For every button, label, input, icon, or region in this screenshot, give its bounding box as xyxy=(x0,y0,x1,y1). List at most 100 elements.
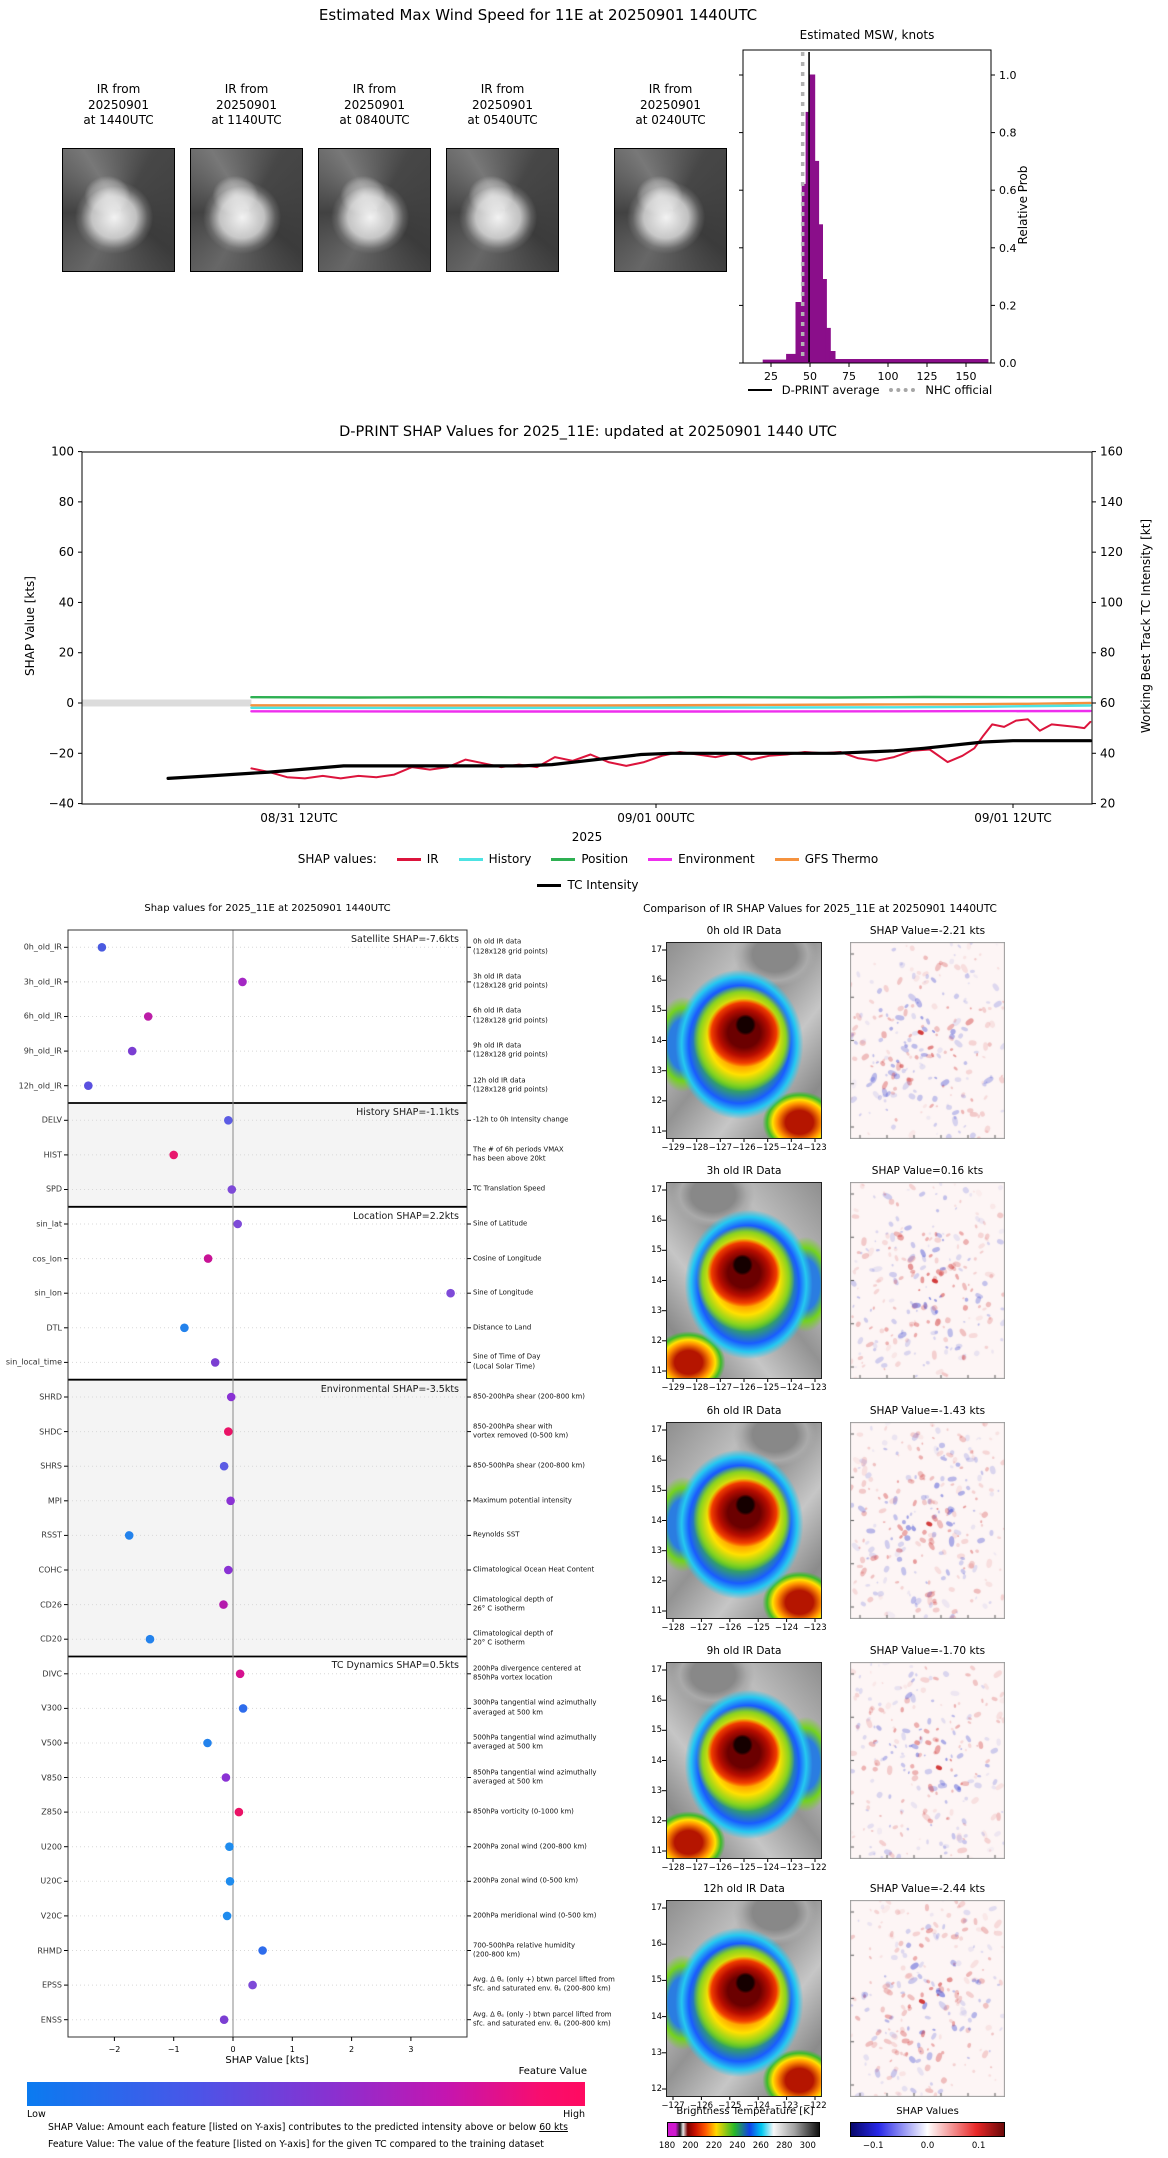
map-xtick-label: −125 xyxy=(755,1143,780,1153)
page-title: Estimated Max Wind Speed for 11E at 2025… xyxy=(318,6,758,24)
legend-item-gfs-thermo: GFS Thermo xyxy=(774,852,878,866)
feature-row-description: Climatological depth of 26° C isotherm xyxy=(473,1595,553,1613)
map-ytick-label: 16 xyxy=(651,1455,662,1466)
svg-text:−20: −20 xyxy=(49,746,74,760)
map-xtick-label: −125 xyxy=(732,1863,756,1873)
shap-values-colorbar xyxy=(850,2122,1005,2137)
map-ytick-label: 12 xyxy=(651,1815,662,1826)
map-ytick-label: 11 xyxy=(651,1846,662,1856)
svg-text:0.8: 0.8 xyxy=(999,127,1017,140)
map-ytick-label: 14 xyxy=(651,1515,662,1526)
ir-satellite-image xyxy=(614,148,727,272)
feature-row-description: 200hPa divergence centered at 850hPa vor… xyxy=(473,1664,582,1682)
shap-map-image xyxy=(850,1422,1005,1619)
feature-row-description: Climatological depth of 20° C isotherm xyxy=(473,1629,553,1648)
map-xtick-label: −126 xyxy=(718,1623,742,1633)
feature-row-label: SHDC xyxy=(39,1427,62,1437)
map-ytick-label: 14 xyxy=(651,1755,662,1766)
map-xtick-label: −123 xyxy=(779,1863,803,1873)
svg-text:2: 2 xyxy=(349,2045,354,2054)
svg-text:3: 3 xyxy=(408,2045,413,2054)
ir-data-title: 3h old IR Data xyxy=(706,1165,782,1177)
ir-satellite-image xyxy=(190,148,303,272)
feature-row-label: 9h_old_IR xyxy=(23,1046,62,1056)
feature-row-description: TC Translation Speed xyxy=(473,1184,546,1193)
footnote-shap-value: SHAP Value: Amount each feature [listed … xyxy=(48,2122,568,2133)
svg-text:25: 25 xyxy=(764,370,778,383)
map-ytick-label: 17 xyxy=(651,1903,662,1913)
ir-thumbnail-label: IR from 20250901 at 1440UTC xyxy=(83,82,154,128)
timeseries-title: D-PRINT SHAP Values for 2025_11E: update… xyxy=(339,424,837,440)
feature-section-header: TC Dynamics SHAP=0.5kts xyxy=(331,1660,459,1672)
map-ytick-label: 13 xyxy=(651,2047,662,2058)
ir-map-image xyxy=(666,1662,822,1859)
ir-thumbnail-label: IR from 20250901 at 0840UTC xyxy=(339,82,410,128)
map-ytick-label: 17 xyxy=(651,1425,662,1435)
gfs-thermo-line-swatch xyxy=(774,858,799,861)
legend-label: NHC official xyxy=(925,383,993,397)
ir-data-title: 12h old IR Data xyxy=(703,1883,785,1895)
shap-map-image xyxy=(850,1900,1005,2097)
map-xtick-label: −124 xyxy=(774,1623,799,1633)
feature-section-header: History SHAP=-1.1kts xyxy=(356,1106,459,1118)
map-xtick-label: −125 xyxy=(755,1383,780,1393)
map-ytick-label: 13 xyxy=(651,1065,662,1076)
map-ytick-label: 17 xyxy=(651,945,662,955)
nhc-official-line-swatch xyxy=(889,388,916,392)
svg-text:125: 125 xyxy=(917,370,938,383)
map-xtick-label: −124 xyxy=(746,2101,770,2111)
feature-row-label: DTL xyxy=(46,1323,62,1333)
legend-item-position: Position xyxy=(551,852,628,866)
bt-colorbar-tick: 240 xyxy=(729,2141,746,2151)
legend-label: D-PRINT average xyxy=(781,383,880,397)
feature-row-label: U20C xyxy=(40,1876,62,1886)
feature-row-label: V20C xyxy=(40,1911,62,1921)
map-xtick-label: −126 xyxy=(732,1143,756,1153)
shap-map-image xyxy=(850,942,1005,1139)
svg-text:0.6: 0.6 xyxy=(999,184,1017,197)
feature-row-description: Maximum potential intensity xyxy=(473,1496,572,1505)
feature-row-label: V300 xyxy=(41,1703,62,1713)
map-xtick-label: −127 xyxy=(708,1143,732,1153)
feature-row-description: 850-500hPa shear (200-800 km) xyxy=(473,1461,585,1470)
legend-prefix: SHAP values: xyxy=(297,852,377,866)
map-xtick-label: −127 xyxy=(689,1623,714,1633)
ir-data-title: 0h old IR Data xyxy=(706,925,782,937)
svg-text:−2: −2 xyxy=(109,2045,121,2054)
bt-colorbar-tick: 180 xyxy=(658,2141,676,2151)
feature-row-label: cos_lon xyxy=(32,1254,62,1264)
bt-colorbar-tick: 300 xyxy=(799,2141,816,2151)
position-line-swatch xyxy=(551,858,576,861)
map-ytick-label: 16 xyxy=(651,975,662,986)
map-ytick-label: 15 xyxy=(651,1725,662,1736)
map-xtick-label: −125 xyxy=(746,1623,770,1633)
map-xtick-label: −123 xyxy=(803,1623,827,1633)
feature-row-label: Z850 xyxy=(41,1807,62,1817)
feature-row-description: 300hPa tangential wind azimuthally avera… xyxy=(473,1699,597,1717)
shap-colorbar-tick: −0.1 xyxy=(862,2141,884,2151)
map-ytick-label: 15 xyxy=(651,1245,662,1256)
map-xtick-label: −127 xyxy=(684,1863,709,1873)
svg-text:75: 75 xyxy=(842,370,856,383)
feature-row-description: 700-500hPa relative humidity (200-800 km… xyxy=(473,1941,576,1959)
ir-map-image xyxy=(666,1900,822,2097)
timeseries-legend-row1: SHAP values: IR History Position Environ… xyxy=(84,852,1092,866)
ir-thumbnail-label: IR from 20250901 at 1140UTC xyxy=(211,82,282,128)
feature-row-label: MPI xyxy=(47,1496,62,1506)
comparison-title: Comparison of IR SHAP Values for 2025_11… xyxy=(643,903,997,915)
shap-value-title: SHAP Value=-1.43 kts xyxy=(869,1405,986,1417)
ir-thumbnail-4: IR from 20250901 at 0240UTC xyxy=(614,82,727,272)
feature-section-header: Satellite SHAP=-7.6kts xyxy=(350,934,459,945)
svg-text:0.0: 0.0 xyxy=(999,357,1017,370)
ir-thumbnail-0: IR from 20250901 at 1440UTC xyxy=(62,82,175,272)
svg-text:100: 100 xyxy=(51,445,74,459)
map-xtick-label: −124 xyxy=(779,1143,803,1153)
feature-row-label: COHC xyxy=(38,1565,62,1575)
svg-text:09/01 12UTC: 09/01 12UTC xyxy=(974,811,1051,825)
feature-row-label: EPSS xyxy=(41,1980,62,1990)
environment-line-swatch xyxy=(648,858,673,861)
map-ytick-label: 11 xyxy=(651,1606,662,1616)
feature-row-label: 6h_old_IR xyxy=(23,1011,62,1021)
legend-item-ir: IR xyxy=(396,852,439,866)
map-xtick-label: −122 xyxy=(803,1863,827,1873)
